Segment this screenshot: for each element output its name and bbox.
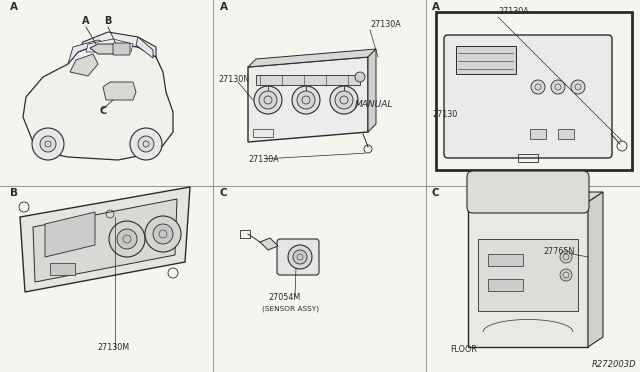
Text: B: B	[10, 188, 18, 198]
Polygon shape	[33, 199, 177, 282]
Text: C: C	[432, 188, 440, 198]
Bar	[478, 239, 578, 311]
FancyBboxPatch shape	[113, 43, 130, 55]
Polygon shape	[248, 49, 376, 67]
Bar	[558, 129, 574, 139]
Polygon shape	[68, 40, 103, 64]
Circle shape	[551, 80, 565, 94]
Bar	[530, 129, 546, 139]
Circle shape	[355, 72, 365, 82]
FancyBboxPatch shape	[277, 239, 319, 275]
Text: R272003D: R272003D	[591, 360, 636, 369]
Text: MANUAL: MANUAL	[355, 100, 394, 109]
Circle shape	[109, 221, 145, 257]
Polygon shape	[468, 202, 588, 347]
Bar	[456, 46, 516, 74]
Circle shape	[297, 91, 315, 109]
Polygon shape	[23, 42, 173, 160]
Polygon shape	[103, 82, 136, 100]
Text: FLOOR: FLOOR	[450, 345, 477, 354]
Text: 27130M: 27130M	[98, 343, 130, 352]
Circle shape	[288, 245, 312, 269]
Polygon shape	[78, 32, 156, 57]
Text: (SENSOR ASSY): (SENSOR ASSY)	[262, 306, 319, 312]
Circle shape	[153, 224, 173, 244]
Circle shape	[571, 80, 585, 94]
Circle shape	[138, 136, 154, 152]
Text: 27130A: 27130A	[498, 7, 529, 16]
Bar	[240, 230, 250, 238]
Bar	[50, 263, 75, 275]
Circle shape	[560, 251, 572, 263]
Bar	[488, 254, 523, 266]
Circle shape	[259, 91, 277, 109]
Polygon shape	[20, 187, 190, 292]
Polygon shape	[70, 54, 98, 76]
Circle shape	[117, 229, 137, 249]
Polygon shape	[468, 192, 603, 202]
Text: A: A	[220, 2, 228, 12]
Text: A: A	[10, 2, 18, 12]
Bar	[488, 279, 523, 291]
Bar	[518, 154, 538, 162]
Text: 27130A: 27130A	[248, 155, 279, 164]
FancyBboxPatch shape	[467, 171, 589, 213]
Circle shape	[531, 80, 545, 94]
Text: 27054M: 27054M	[268, 293, 300, 302]
Polygon shape	[248, 57, 368, 142]
Text: A: A	[83, 16, 90, 26]
Text: A: A	[432, 2, 440, 12]
Circle shape	[32, 128, 64, 160]
Text: 27130: 27130	[432, 110, 457, 119]
Circle shape	[292, 86, 320, 114]
Polygon shape	[136, 37, 153, 58]
Bar	[436, 12, 632, 170]
FancyBboxPatch shape	[444, 35, 612, 158]
Circle shape	[560, 269, 572, 281]
Circle shape	[293, 250, 307, 264]
Circle shape	[130, 128, 162, 160]
Polygon shape	[368, 49, 376, 132]
Text: C: C	[220, 188, 228, 198]
Circle shape	[330, 86, 358, 114]
Polygon shape	[260, 238, 278, 250]
Bar	[256, 75, 360, 85]
Circle shape	[145, 216, 181, 252]
Polygon shape	[45, 212, 95, 257]
Circle shape	[40, 136, 56, 152]
Polygon shape	[86, 39, 133, 52]
Polygon shape	[588, 192, 603, 347]
Text: 27130N: 27130N	[218, 75, 249, 84]
Circle shape	[335, 91, 353, 109]
Text: 27765N: 27765N	[543, 247, 575, 256]
Circle shape	[254, 86, 282, 114]
Text: B: B	[104, 16, 112, 26]
Text: 27130A: 27130A	[370, 20, 401, 29]
Polygon shape	[90, 44, 118, 54]
Bar	[253, 129, 273, 137]
Text: C: C	[99, 106, 107, 116]
